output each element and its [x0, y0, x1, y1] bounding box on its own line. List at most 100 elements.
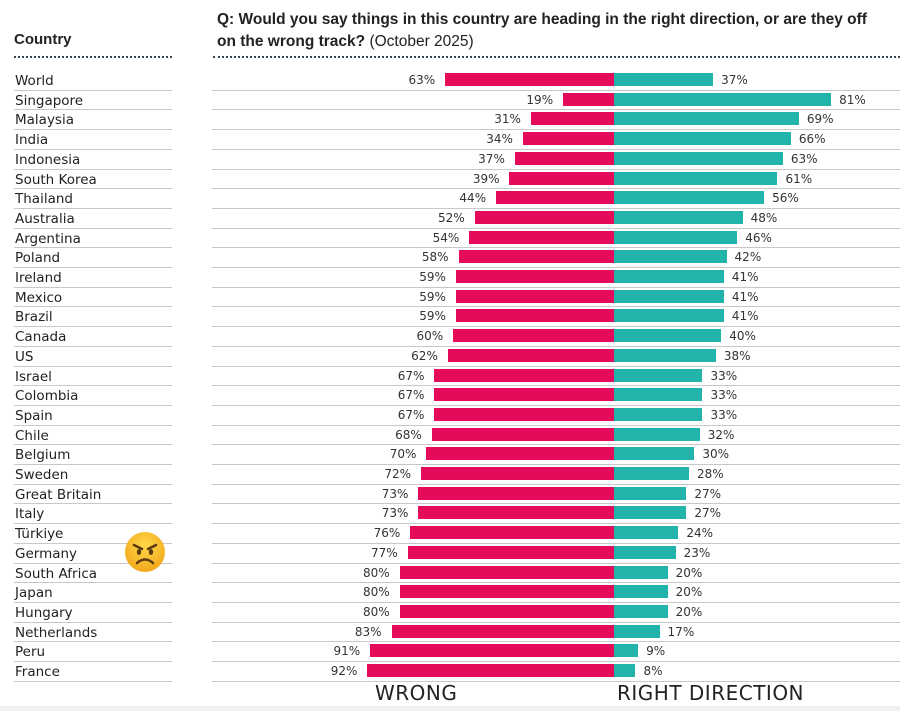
value-label-wrong: 77%: [370, 545, 398, 560]
value-label-wrong: 91%: [333, 644, 361, 659]
row-divider: [212, 483, 900, 485]
value-label-right: 66%: [798, 132, 826, 147]
bar-right-direction: [614, 92, 832, 106]
row-divider: [14, 345, 172, 347]
row-divider: [212, 326, 900, 328]
row-divider: [14, 365, 172, 367]
bar-right-direction: [614, 506, 687, 520]
row-divider: [14, 109, 172, 111]
row-divider: [212, 641, 900, 643]
country-label: US: [15, 348, 34, 365]
bar-wrong: [453, 329, 614, 343]
row-divider: [14, 267, 172, 268]
legend-right-direction: RIGHT DIRECTION: [617, 681, 805, 705]
bar-wrong: [434, 368, 614, 382]
bar-wrong: [370, 644, 614, 658]
row-divider: [212, 109, 900, 111]
bar-wrong: [514, 151, 614, 165]
row-divider: [14, 247, 172, 249]
value-label-wrong: 83%: [354, 624, 382, 639]
value-label-wrong: 19%: [526, 92, 554, 107]
row-divider: [14, 168, 172, 170]
country-label: India: [15, 132, 49, 149]
value-label-wrong: 59%: [419, 289, 446, 304]
row-divider: [212, 247, 900, 249]
row-divider: [14, 326, 172, 328]
country-label: World: [15, 73, 54, 89]
value-label-wrong: 37%: [478, 151, 505, 166]
row-divider: [212, 404, 900, 406]
row-divider: [14, 424, 172, 426]
bar-right-direction: [614, 112, 799, 126]
row-divider: [212, 444, 900, 446]
value-label-right: 27%: [694, 486, 722, 501]
bar-right-direction: [614, 604, 668, 618]
value-label-wrong: 52%: [437, 210, 465, 225]
bar-wrong: [496, 191, 614, 205]
row-divider: [14, 148, 172, 150]
bar-wrong: [563, 92, 614, 106]
row-divider: [14, 641, 172, 643]
value-label-wrong: 44%: [459, 191, 487, 206]
bottom-edge: [0, 706, 900, 711]
country-label: Poland: [15, 250, 61, 267]
bar-wrong: [469, 230, 614, 244]
value-label-wrong: 67%: [397, 407, 425, 422]
row-divider: [212, 523, 900, 525]
country-label: Japan: [15, 585, 53, 602]
country-label: Australia: [15, 210, 75, 227]
value-label-wrong: 34%: [486, 132, 513, 147]
bar-wrong: [399, 585, 614, 599]
value-label-wrong: 73%: [381, 486, 409, 501]
row-divider: [212, 503, 900, 505]
value-label-right: 8%: [643, 664, 663, 678]
row-divider: [212, 89, 900, 91]
row-divider: [14, 227, 172, 229]
value-label-wrong: 58%: [421, 250, 449, 265]
row-divider: [212, 680, 900, 682]
row-divider: [14, 207, 172, 209]
bar-wrong: [399, 565, 614, 579]
bar-right-direction: [614, 329, 722, 343]
row-divider: [14, 601, 172, 603]
value-label-right: 23%: [683, 545, 711, 560]
value-label-wrong: 62%: [411, 348, 438, 363]
bar-wrong: [455, 309, 614, 323]
bar-wrong: [421, 467, 614, 480]
country-label: Netherlands: [15, 624, 98, 641]
country-label: Peru: [15, 644, 46, 661]
row-divider: [14, 542, 172, 544]
row-divider: [14, 404, 172, 406]
bar-right-direction: [614, 427, 700, 441]
country-label: Belgium: [15, 447, 71, 464]
bar-wrong: [399, 604, 614, 618]
country-label: Germany: [15, 545, 78, 562]
country-label: Argentina: [15, 230, 81, 247]
bar-right-direction: [614, 664, 636, 677]
value-label-right: 17%: [667, 624, 695, 639]
country-label: Hungary: [15, 604, 73, 621]
bar-right-direction: [614, 73, 714, 86]
row-divider: [212, 168, 900, 170]
bar-right-direction: [614, 171, 778, 185]
country-label: Spain: [15, 407, 53, 424]
value-label-right: 41%: [731, 270, 759, 284]
row-divider: [14, 89, 172, 91]
bar-wrong: [447, 348, 614, 362]
chart-title: Q: Would you say things in this country …: [217, 9, 877, 53]
country-label: Sweden: [15, 467, 69, 483]
row-divider: [14, 582, 172, 584]
header-divider: [14, 56, 172, 58]
value-label-right: 69%: [806, 112, 834, 127]
question-date: (October 2025): [369, 33, 474, 50]
country-label: Colombia: [15, 388, 79, 405]
row-divider: [212, 365, 900, 367]
row-divider: [212, 582, 900, 584]
row-divider: [212, 621, 900, 623]
header-divider: [213, 56, 900, 58]
value-label-wrong: 76%: [373, 526, 401, 541]
bar-wrong: [407, 545, 614, 559]
bar-wrong: [474, 210, 614, 224]
row-divider: [14, 464, 172, 465]
country-label: Great Britain: [15, 486, 102, 503]
